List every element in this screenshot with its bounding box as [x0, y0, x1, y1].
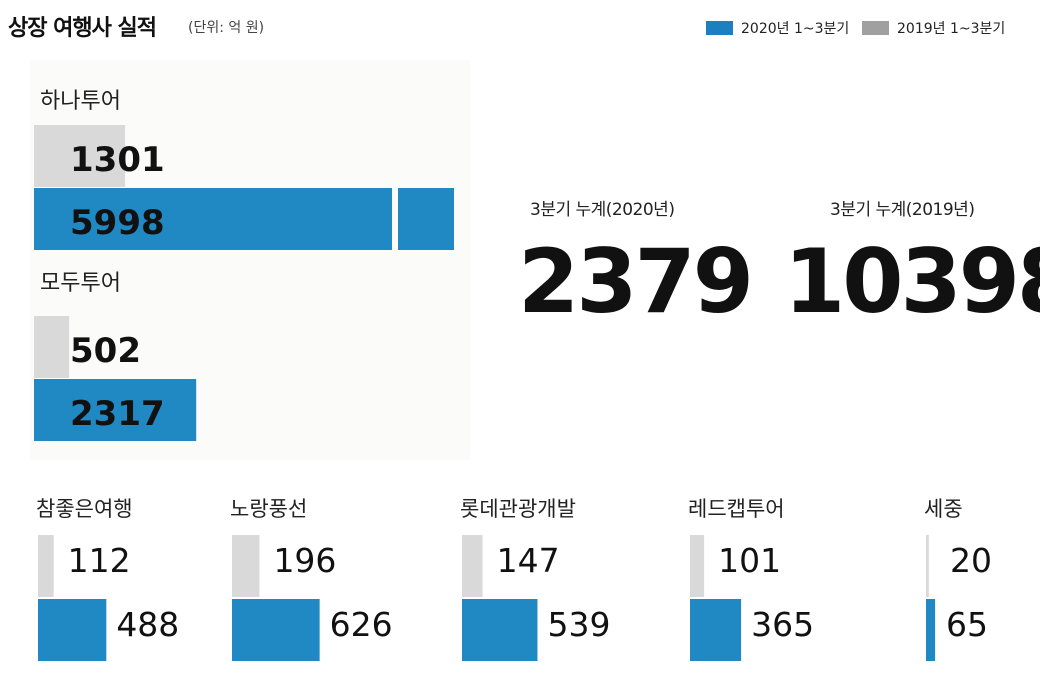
legend-label-2020: 2020년 1~3분기	[741, 21, 850, 37]
company-2-value-2019: 112	[68, 541, 131, 580]
summary-label-2019: 3분기 누계(2019년)	[830, 200, 975, 220]
company-0-value-2020: 5998	[70, 203, 165, 243]
company-6-value-2019: 20	[950, 541, 992, 580]
chart-title: 상장 여행사 실적	[8, 16, 157, 41]
company-0-bar-2019	[34, 125, 126, 187]
company-1-bar-2019	[34, 316, 70, 378]
company-3-value-2020: 626	[330, 605, 393, 644]
company-4-value-2019: 147	[497, 541, 560, 580]
company-4-bar-2019	[462, 535, 483, 597]
company-0-value-2019: 1301	[70, 140, 165, 180]
company-4-value-2020: 539	[547, 605, 610, 644]
company-6-name: 세중	[924, 497, 963, 521]
legend-swatch-2020	[706, 21, 733, 35]
legend-item-2019: 2019년 1~3분기	[862, 18, 1005, 38]
company-6-bar-2019	[926, 535, 929, 597]
company-6-bar-2020	[926, 599, 936, 661]
company-4-bar-2020	[462, 599, 538, 661]
company-5-bar-2019	[690, 535, 705, 597]
company-2-bar-2020	[38, 599, 107, 661]
company-5-value-2020: 365	[751, 605, 814, 644]
summary-value-2020: 2379	[518, 230, 754, 333]
company-5-bar-2020	[690, 599, 742, 661]
legend-swatch-2019	[862, 21, 889, 35]
company-1-bar-2020	[34, 379, 197, 441]
company-3-value-2019: 196	[273, 541, 336, 580]
company-0-bar-2020-continued	[398, 188, 454, 250]
company-0-name: 하나투어	[40, 89, 121, 114]
company-5-value-2019: 101	[718, 541, 781, 580]
company-2-bar-2019	[38, 535, 54, 597]
company-3-bar-2019	[232, 535, 260, 597]
summary-label-2020: 3분기 누계(2020년)	[530, 200, 675, 220]
company-2-value-2020: 488	[116, 605, 179, 644]
company-5-name: 레드캡투어	[688, 497, 785, 521]
company-1-name: 모두투어	[40, 271, 121, 296]
legend-label-2019: 2019년 1~3분기	[897, 21, 1006, 37]
company-4-name: 롯데관광개발	[460, 497, 576, 521]
company-0-bar-2020	[34, 188, 392, 250]
company-1-value-2020: 2317	[70, 394, 165, 434]
company-2-name: 참좋은여행	[36, 497, 133, 521]
summary-value-2019: 10398	[784, 230, 1040, 333]
company-1-value-2019: 502	[70, 331, 141, 371]
legend-item-2020: 2020년 1~3분기	[706, 18, 849, 38]
unit-label: (단위: 억 원)	[188, 20, 265, 36]
company-6-value-2020: 65	[946, 605, 988, 644]
company-3-bar-2020	[232, 599, 320, 661]
company-3-name: 노랑풍선	[230, 497, 307, 521]
